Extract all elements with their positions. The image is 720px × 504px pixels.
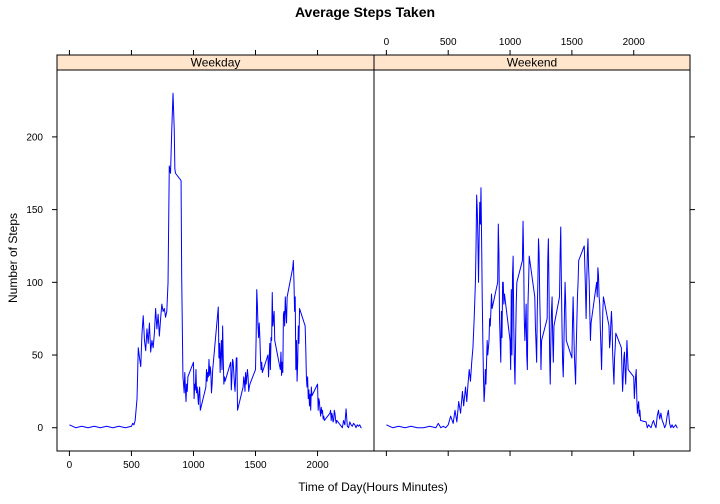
panel-frame-weekday (56, 69, 375, 452)
strip-label-weekend: Weekend (507, 56, 557, 70)
y-tick-label: 0 (37, 423, 43, 434)
series-line-weekend (386, 187, 678, 429)
y-axis-label: Number of Steps (6, 213, 20, 303)
x-tick-label: 2000 (623, 37, 646, 48)
x-tick-label: 1500 (561, 37, 584, 48)
x-tick-label: 1000 (182, 460, 205, 471)
y-tick-label: 150 (26, 205, 43, 216)
x-tick-label: 1000 (499, 37, 522, 48)
series-line-weekday (69, 92, 362, 429)
panel-weekend: Weekend 0 500 1000 1500 2000 (373, 37, 695, 456)
x-tick-label: 0 (67, 460, 73, 471)
strip-label-weekday: Weekday (191, 56, 241, 70)
y-tick-label: 200 (26, 132, 43, 143)
x-tick-label: 1500 (244, 460, 267, 471)
y-tick-label: 100 (26, 278, 43, 289)
chart-title: Average Steps Taken (295, 4, 435, 20)
x-tick-label: 2000 (306, 460, 329, 471)
y-tick-label: 50 (32, 351, 44, 362)
x-tick-label: 500 (123, 460, 140, 471)
x-axis-label: Time of Day(Hours Minutes) (298, 480, 448, 494)
panel-frame-weekend (373, 69, 691, 452)
panels-layer: Weekday 0 500 1000 1500 2000 0 50 100 150 200 Weeke… (26, 37, 695, 471)
x-tick-label: 500 (440, 37, 457, 48)
x-tick-label: 0 (384, 37, 390, 48)
panel-weekday: Weekday 0 500 1000 1500 2000 0 50 100 150 200 (26, 50, 375, 471)
